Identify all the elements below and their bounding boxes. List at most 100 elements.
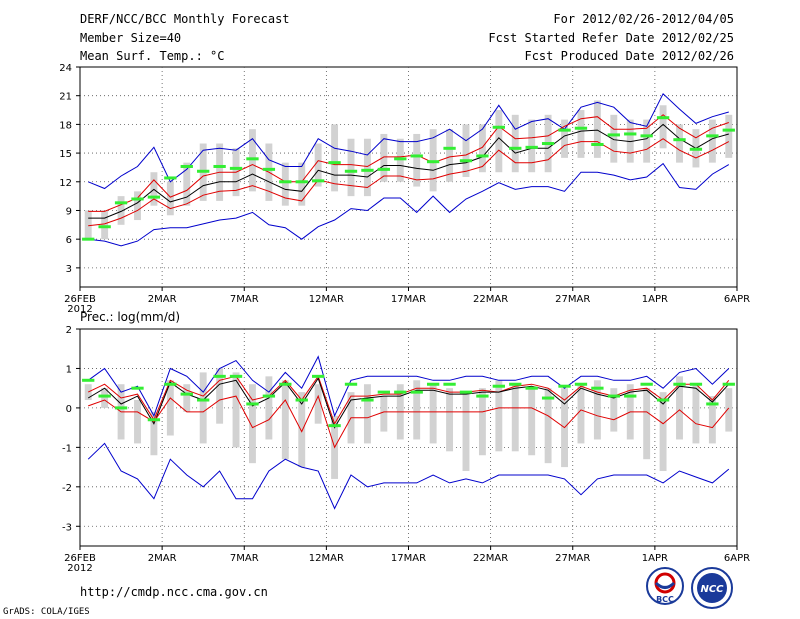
observed-marker (377, 167, 391, 171)
observed-marker (640, 382, 653, 386)
y-tick-label: -2 (62, 483, 72, 494)
observed-marker (607, 133, 620, 137)
forecast-started-date: Fcst Started Refer Date 2012/02/25 (488, 31, 734, 45)
observed-marker (279, 382, 292, 386)
observed-marker (114, 201, 128, 205)
spread-box (577, 384, 585, 444)
observed-marker (394, 390, 407, 394)
y-tick-label: 18 (59, 120, 72, 131)
observed-marker (459, 390, 473, 394)
x-tick-label: 7MAR (230, 294, 259, 305)
observed-marker (541, 142, 555, 146)
observed-marker (706, 134, 719, 138)
observed-marker (410, 390, 423, 394)
source-url[interactable]: http://cmdp.ncc.cma.gov.cn (80, 585, 268, 599)
observed-marker (98, 394, 111, 398)
observed-marker (706, 402, 719, 406)
spread-box (134, 400, 141, 444)
x-tick-label: 26FEB (64, 553, 96, 564)
spread-box (593, 380, 601, 440)
spread-box (511, 114, 519, 173)
spread-box (478, 124, 486, 173)
spread-box (577, 110, 585, 158)
spread-box (692, 384, 700, 444)
observed-marker (443, 382, 456, 386)
observed-marker (492, 125, 505, 129)
spread-box (314, 384, 322, 424)
observed-marker (344, 169, 358, 173)
spread-box (643, 119, 651, 163)
observed-marker (689, 147, 703, 151)
y-tick-label: 12 (59, 178, 72, 189)
spread-box (495, 110, 503, 173)
spread-box (298, 162, 306, 206)
spread-box (199, 372, 207, 444)
y-tick-label: 6 (66, 235, 72, 246)
y-tick-label: 9 (66, 206, 72, 217)
observed-marker (656, 398, 670, 402)
spread-box (495, 380, 503, 452)
observed-marker (180, 392, 193, 396)
observed-marker (147, 418, 161, 422)
bcc-logo-text: BCC (656, 595, 674, 604)
spread-box (166, 181, 174, 216)
spread-box (232, 372, 240, 448)
observed-marker (312, 374, 325, 378)
y-tick-label: 24 (59, 63, 72, 74)
spread-box (462, 392, 470, 472)
x-tick-label: 6APR (724, 294, 750, 305)
spread-box (643, 388, 651, 460)
spread-box (101, 210, 109, 240)
spread-box (166, 380, 174, 436)
observed-marker (459, 159, 473, 163)
forecast-produced-date: Fcst Produced Date 2012/02/26 (524, 49, 734, 63)
spread-box (380, 133, 388, 182)
x-tick-label: 12MAR (309, 553, 344, 564)
observed-marker (328, 424, 341, 428)
spread-box (446, 388, 454, 452)
observed-marker (246, 157, 259, 161)
x-tick-year: 2012 (67, 304, 92, 315)
spread-box (101, 388, 109, 408)
x-tick-label: 22MAR (473, 294, 508, 305)
spread-box (511, 384, 519, 452)
observed-marker (476, 394, 489, 398)
observed-marker (131, 386, 144, 390)
observed-marker (295, 180, 308, 184)
observed-marker (131, 197, 144, 201)
series-ensemble-mean (88, 123, 729, 219)
observed-marker (509, 146, 522, 150)
observed-marker (476, 154, 489, 158)
spread-box (216, 368, 224, 424)
observed-marker (377, 390, 391, 394)
precip-panel-title: Prec.: log(mm/d) (80, 310, 180, 324)
x-tick-label: 7MAR (230, 553, 259, 564)
spread-box (265, 376, 273, 440)
ncc-logo: NCC (691, 567, 733, 609)
observed-marker (82, 237, 95, 241)
observed-marker (197, 169, 210, 173)
spread-box (676, 124, 683, 163)
spread-box (708, 119, 716, 163)
spread-box (281, 162, 289, 206)
observed-marker (180, 164, 193, 168)
spread-box (462, 124, 470, 177)
forecast-period: For 2012/02/26-2012/04/05 (553, 12, 734, 26)
spread-box (725, 388, 733, 432)
observed-marker (213, 374, 226, 378)
observed-marker (722, 128, 735, 132)
observed-marker (229, 166, 243, 170)
spread-box (183, 162, 191, 206)
x-tick-label: 17MAR (391, 294, 426, 305)
observed-marker (197, 398, 210, 402)
observed-marker (164, 176, 177, 180)
series-upper-bound (88, 114, 729, 212)
observed-marker (98, 225, 111, 229)
series-upper-bound (87, 375, 730, 425)
spread-box (380, 396, 388, 432)
x-tick-label: 17MAR (391, 553, 426, 564)
spread-box (725, 114, 733, 158)
spread-box (610, 114, 618, 163)
